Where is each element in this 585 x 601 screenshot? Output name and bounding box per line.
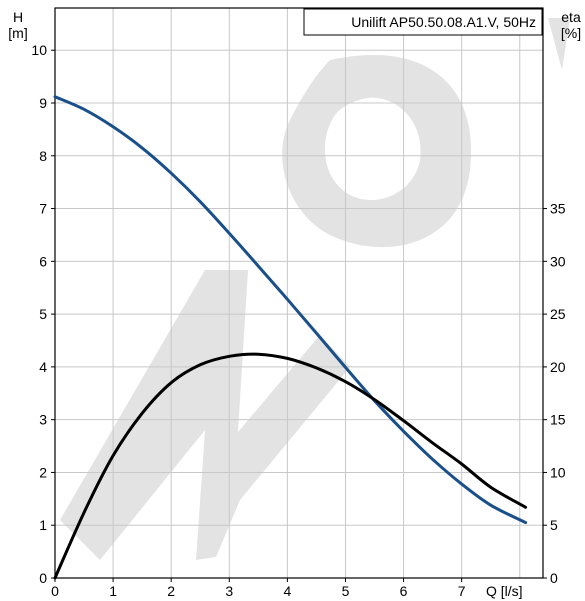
x-tick-label: 0 [51, 583, 59, 599]
axes-layer: 0 1 2 3 4 5 6 7 0 1 2 3 4 5 6 7 8 9 10 0 5 10 15 20 25 30 35 [31, 42, 565, 599]
y-right-tick-label: 35 [550, 201, 566, 217]
x-tick-label: 2 [167, 583, 175, 599]
head-curve [53, 95, 528, 525]
legend-box: Unilift AP50.50.08.A1.V, 50Hz [303, 8, 543, 36]
right-axis-title-line1: eta [561, 9, 581, 25]
x-tick-label: 5 [342, 583, 350, 599]
y-right-tick-label: 30 [550, 253, 566, 269]
y-left-tick-label: 2 [39, 464, 47, 480]
y-left-tick-label: 0 [39, 570, 47, 586]
x-tick-label: 3 [225, 583, 233, 599]
x-tick-label: 1 [109, 583, 117, 599]
y-left-tick-label: 6 [39, 253, 47, 269]
plot-frame [54, 7, 544, 579]
watermark-stroke [282, 54, 472, 248]
y-right-tick-label: 0 [550, 570, 558, 586]
x-axis-title: Q [l/s] [486, 583, 523, 599]
watermark-stroke [60, 270, 350, 560]
left-axis-title-line1: H [13, 9, 23, 25]
x-tick-label: 6 [400, 583, 408, 599]
right-axis-title: eta [%] [561, 9, 581, 41]
y-left-tick-label: 1 [39, 517, 47, 533]
y-left-tick-label: 5 [39, 306, 47, 322]
y-left-tick-label: 4 [39, 359, 47, 375]
x-tick-label: 7 [458, 583, 466, 599]
legend-box-frame [303, 8, 543, 36]
watermark-stroke [548, 18, 570, 70]
y-left-tick-label: 9 [39, 95, 47, 111]
left-axis-title: H [m] [8, 9, 27, 41]
y-right-tick-label: 20 [550, 359, 566, 375]
y-right-tick-label: 5 [550, 517, 558, 533]
x-tick-label: 4 [283, 583, 291, 599]
chart-title: Unilift AP50.50.08.A1.V, 50Hz [351, 14, 536, 30]
y-left-tick-label: 7 [39, 201, 47, 217]
y-right-tick-label: 10 [550, 464, 566, 480]
efficiency-curve [53, 352, 528, 580]
y-left-tick-label: 10 [31, 42, 47, 58]
y-right-tick-label: 25 [550, 306, 566, 322]
series-layer [53, 95, 528, 580]
y-left-tick-label: 8 [39, 148, 47, 164]
left-axis-title-line2: [m] [8, 25, 27, 41]
y-right-tick-label: 15 [550, 412, 566, 428]
y-left-tick-label: 3 [39, 412, 47, 428]
watermark [60, 18, 570, 560]
right-axis-title-line2: [%] [561, 25, 581, 41]
